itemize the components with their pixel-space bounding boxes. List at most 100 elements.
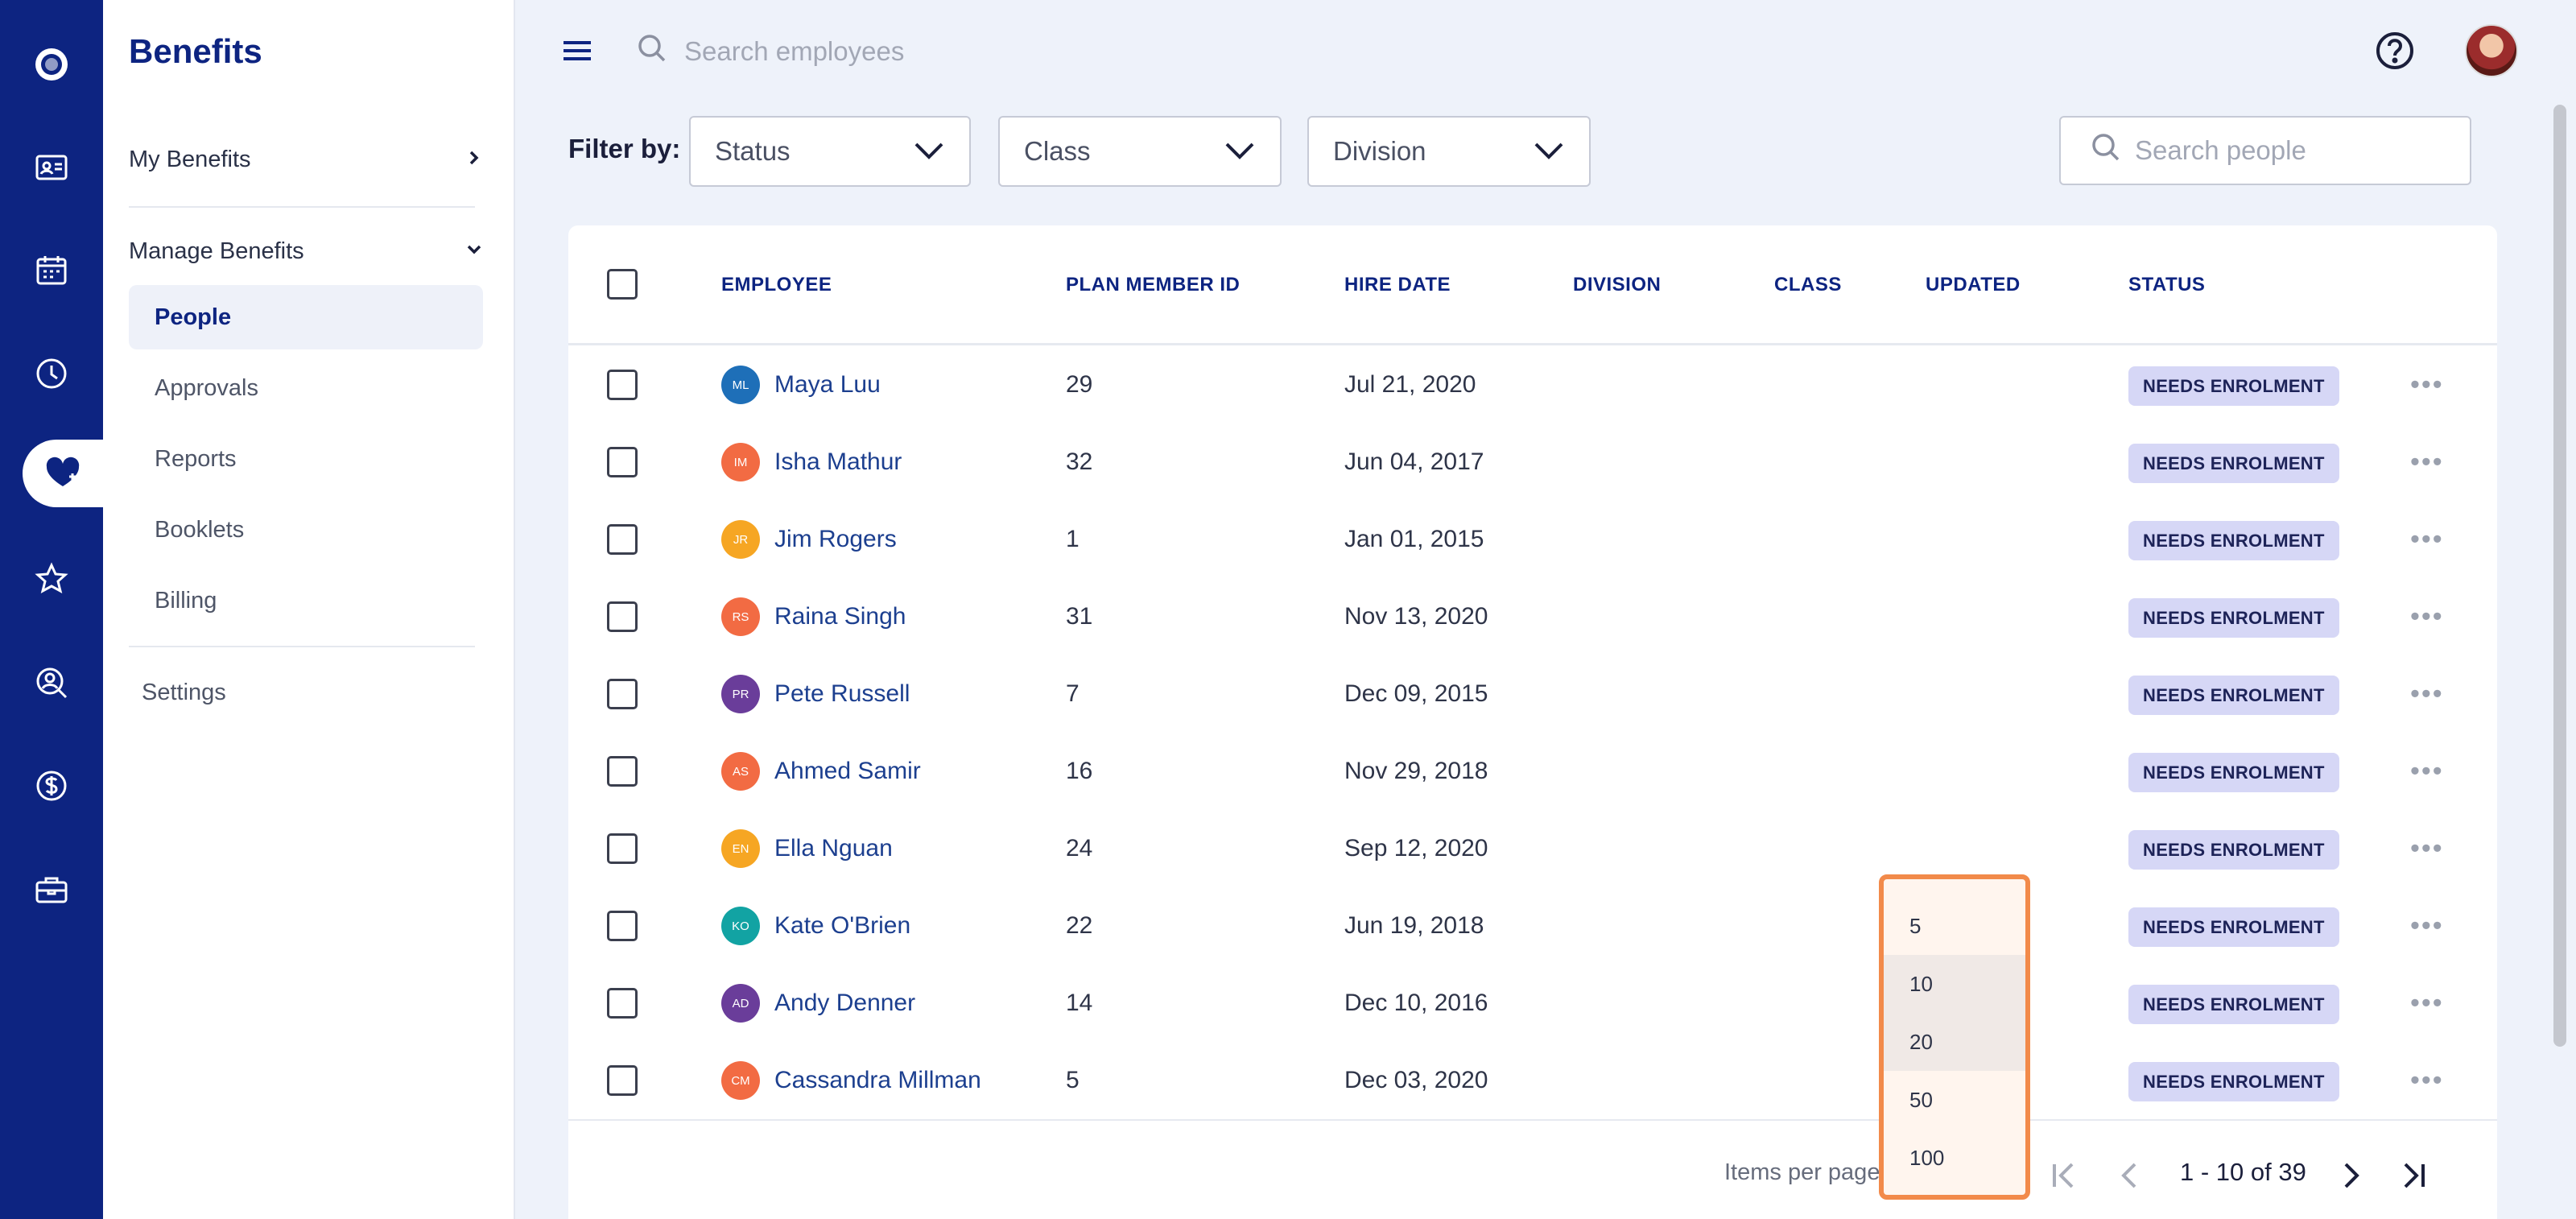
employee-name[interactable]: Isha Mathur bbox=[774, 448, 902, 475]
table-row[interactable]: RS Raina Singh 31 Nov 13, 2020 NEEDS ENROLME… bbox=[568, 578, 2497, 655]
status-filter-dropdown[interactable]: Status bbox=[689, 116, 971, 187]
column-header-status[interactable]: STATUS bbox=[2128, 274, 2206, 295]
more-actions-icon[interactable]: ••• bbox=[2410, 1064, 2444, 1096]
employee-name[interactable]: Raina Singh bbox=[774, 603, 906, 630]
employee-cell[interactable]: JR Jim Rogers bbox=[721, 520, 897, 559]
plan-member-id: 7 bbox=[1066, 680, 1080, 707]
hire-date: Nov 29, 2018 bbox=[1344, 758, 1488, 784]
table-row[interactable]: PR Pete Russell 7 Dec 09, 2015 NEEDS ENROLME… bbox=[568, 655, 2497, 733]
class-filter-dropdown[interactable]: Class bbox=[998, 116, 1282, 187]
menu-item-100[interactable]: 100 bbox=[1909, 1145, 1945, 1170]
user-avatar[interactable] bbox=[2465, 24, 2518, 77]
row-checkbox[interactable] bbox=[607, 1065, 638, 1096]
table-row[interactable]: JR Jim Rogers 1 Jan 01, 2015 NEEDS ENROLMENT… bbox=[568, 501, 2497, 578]
row-checkbox[interactable] bbox=[607, 370, 638, 400]
table-row[interactable]: AS Ahmed Samir 16 Nov 29, 2018 NEEDS ENROLME… bbox=[568, 733, 2497, 810]
employee-name[interactable]: Jim Rogers bbox=[774, 526, 897, 552]
row-checkbox[interactable] bbox=[607, 447, 638, 477]
menu-item-50[interactable]: 50 bbox=[1909, 1087, 1933, 1112]
table-row[interactable]: CM Cassandra Millman 5 Dec 03, 2020 NEEDS EN… bbox=[568, 1042, 2497, 1119]
sidebar-item-settings[interactable]: Settings bbox=[142, 680, 226, 705]
last-page-icon[interactable] bbox=[2397, 1159, 2429, 1196]
column-header-division[interactable]: DIVISION bbox=[1573, 274, 1662, 295]
sidebar-item-reports[interactable]: Reports bbox=[129, 427, 483, 491]
dollar-icon[interactable] bbox=[0, 734, 103, 837]
chevron-down-icon bbox=[465, 238, 483, 265]
table-row[interactable]: EN Ella Nguan 24 Sep 12, 2020 NEEDS ENROLMEN… bbox=[568, 810, 2497, 887]
employee-cell[interactable]: KO Kate O'Brien bbox=[721, 907, 910, 945]
more-actions-icon[interactable]: ••• bbox=[2410, 523, 2444, 555]
employee-name[interactable]: Cassandra Millman bbox=[774, 1067, 981, 1093]
id-card-icon[interactable] bbox=[0, 116, 103, 219]
employee-name[interactable]: Ella Nguan bbox=[774, 835, 893, 862]
status-badge-label: NEEDS ENROLMENT bbox=[2128, 830, 2339, 870]
table-row[interactable]: AD Andy Denner 14 Dec 10, 2016 NEEDS ENROLME… bbox=[568, 965, 2497, 1042]
division-filter-dropdown[interactable]: Division bbox=[1307, 116, 1591, 187]
more-actions-icon[interactable]: ••• bbox=[2410, 369, 2444, 400]
page-scrollbar[interactable] bbox=[2553, 105, 2566, 1047]
more-actions-icon[interactable]: ••• bbox=[2410, 987, 2444, 1019]
employee-name[interactable]: Ahmed Samir bbox=[774, 758, 921, 784]
employee-cell[interactable]: RS Raina Singh bbox=[721, 597, 906, 636]
employee-cell[interactable]: AS Ahmed Samir bbox=[721, 752, 921, 791]
first-page-icon[interactable] bbox=[2048, 1159, 2080, 1196]
select-all-checkbox[interactable] bbox=[607, 269, 638, 300]
employee-name[interactable]: Pete Russell bbox=[774, 680, 910, 707]
row-checkbox[interactable] bbox=[607, 833, 638, 864]
column-header-employee[interactable]: EMPLOYEE bbox=[721, 274, 832, 295]
more-actions-icon[interactable]: ••• bbox=[2410, 755, 2444, 787]
next-page-icon[interactable] bbox=[2334, 1159, 2367, 1196]
people-search-input[interactable]: Search people bbox=[2135, 135, 2306, 165]
row-checkbox[interactable] bbox=[607, 679, 638, 709]
previous-page-icon[interactable] bbox=[2114, 1159, 2146, 1196]
menu-item-5[interactable]: 5 bbox=[1909, 913, 1922, 938]
menu-item-20[interactable]: 20 bbox=[1884, 1013, 2025, 1071]
toolbox-icon[interactable] bbox=[0, 837, 103, 940]
calendar-icon[interactable] bbox=[0, 219, 103, 322]
table-row[interactable]: ML Maya Luu 29 Jul 21, 2020 NEEDS ENROLMENT •… bbox=[568, 346, 2497, 424]
employee-cell[interactable]: ML Maya Luu bbox=[721, 366, 881, 404]
column-header-plan-member-id[interactable]: PLAN MEMBER ID bbox=[1066, 274, 1241, 295]
row-checkbox[interactable] bbox=[607, 988, 638, 1019]
row-checkbox[interactable] bbox=[607, 601, 638, 632]
sidebar-item-billing[interactable]: Billing bbox=[129, 568, 483, 633]
table-row[interactable]: IM Isha Mathur 32 Jun 04, 2017 NEEDS ENROLME… bbox=[568, 424, 2497, 501]
help-icon[interactable] bbox=[2375, 31, 2415, 75]
clock-icon[interactable] bbox=[0, 322, 103, 425]
column-header-hire-date[interactable]: HIRE DATE bbox=[1344, 274, 1451, 295]
employee-search-input[interactable]: Search employees bbox=[684, 36, 905, 66]
sidebar-my-benefits[interactable]: My Benefits bbox=[129, 147, 483, 173]
employee-name[interactable]: Kate O'Brien bbox=[774, 912, 911, 939]
employee-cell[interactable]: CM Cassandra Millman bbox=[721, 1061, 981, 1100]
more-actions-icon[interactable]: ••• bbox=[2410, 678, 2444, 709]
menu-item-10[interactable]: 10 bbox=[1884, 955, 2025, 1013]
hamburger-menu-icon[interactable] bbox=[564, 39, 591, 67]
sidebar-manage-benefits[interactable]: Manage Benefits bbox=[129, 238, 483, 265]
logo-icon[interactable] bbox=[0, 13, 103, 116]
star-icon[interactable] bbox=[0, 528, 103, 631]
hire-date: Jul 21, 2020 bbox=[1344, 371, 1476, 398]
sidebar-item-people[interactable]: People bbox=[129, 285, 483, 349]
employee-cell[interactable]: EN Ella Nguan bbox=[721, 829, 893, 868]
people-search[interactable]: Search people bbox=[2059, 116, 2471, 185]
more-actions-icon[interactable]: ••• bbox=[2410, 601, 2444, 632]
more-actions-icon[interactable]: ••• bbox=[2410, 446, 2444, 477]
row-checkbox[interactable] bbox=[607, 524, 638, 555]
employee-name[interactable]: Maya Luu bbox=[774, 371, 881, 398]
employee-cell[interactable]: IM Isha Mathur bbox=[721, 443, 902, 481]
employee-name[interactable]: Andy Denner bbox=[774, 990, 916, 1016]
employee-cell[interactable]: AD Andy Denner bbox=[721, 984, 915, 1023]
row-checkbox[interactable] bbox=[607, 911, 638, 941]
person-search-icon[interactable] bbox=[0, 631, 103, 734]
column-header-updated[interactable]: UPDATED bbox=[1926, 274, 2021, 295]
table-row[interactable]: KO Kate O'Brien 22 Jun 19, 2018 NEEDS ENROLM… bbox=[568, 887, 2497, 965]
more-actions-icon[interactable]: ••• bbox=[2410, 910, 2444, 941]
benefits-heart-icon[interactable] bbox=[23, 440, 103, 507]
employee-cell[interactable]: PR Pete Russell bbox=[721, 675, 910, 713]
more-actions-icon[interactable]: ••• bbox=[2410, 833, 2444, 864]
sidebar-item-booklets[interactable]: Booklets bbox=[129, 498, 483, 562]
sidebar-item-approvals[interactable]: Approvals bbox=[129, 356, 483, 420]
row-checkbox[interactable] bbox=[607, 756, 638, 787]
column-header-class[interactable]: CLASS bbox=[1774, 274, 1842, 295]
employee-search[interactable]: Search employees bbox=[636, 32, 904, 71]
